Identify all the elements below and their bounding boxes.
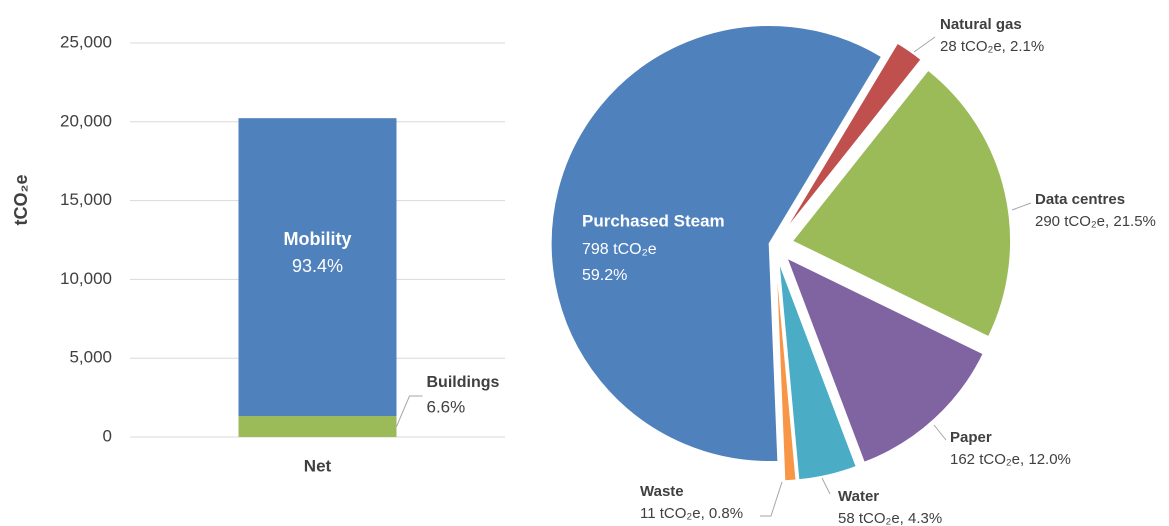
y-tick-label: 0 [103,426,112,445]
series-name: Buildings [427,374,500,391]
y-tick-label: 20,000 [60,111,112,130]
percent-label: 59.2% [582,267,627,284]
value-label: 93.4% [292,256,343,276]
value-label: 6.6% [427,397,466,416]
slice-name: Purchased Steam [582,211,725,230]
slice-name: Waste [640,483,684,500]
pie-slice [791,69,1012,338]
value-label: 11 tCO₂e, 0.8% [640,505,743,522]
leader-line [760,481,783,517]
y-tick-label: 25,000 [60,32,112,51]
value-label: 28 tCO₂e, 2.1% [940,38,1044,55]
y-tick-label: 5,000 [69,348,112,367]
y-tick-label: 15,000 [60,190,112,209]
x-tick-label: Net [304,456,332,475]
leader-line [821,477,831,495]
value-label: 798 tCO₂e [582,241,657,258]
y-axis-label: tCO₂e [11,174,31,225]
leader-line [396,395,423,427]
slice-name: Data centres [1035,191,1125,208]
pie-slice [778,262,857,481]
pie-slice [775,262,797,482]
leader-line [933,424,947,441]
bar-segment [238,118,397,417]
value-label: 290 tCO₂e, 21.5% [1035,213,1156,230]
slice-name: Natural gas [940,16,1022,33]
slice-name: Water [838,488,879,505]
value-label: 58 tCO₂e, 4.3% [838,510,942,526]
series-name: Mobility [284,229,352,249]
bar-segment [238,416,397,437]
pie-slice [550,25,883,462]
leader-line [1011,202,1032,211]
pie-slice [786,257,984,463]
value-label: 162 tCO₂e, 12.0% [950,451,1071,468]
pie-slice [784,42,922,231]
leader-line [913,36,936,53]
y-tick-label: 10,000 [60,269,112,288]
slice-name: Paper [950,429,992,446]
